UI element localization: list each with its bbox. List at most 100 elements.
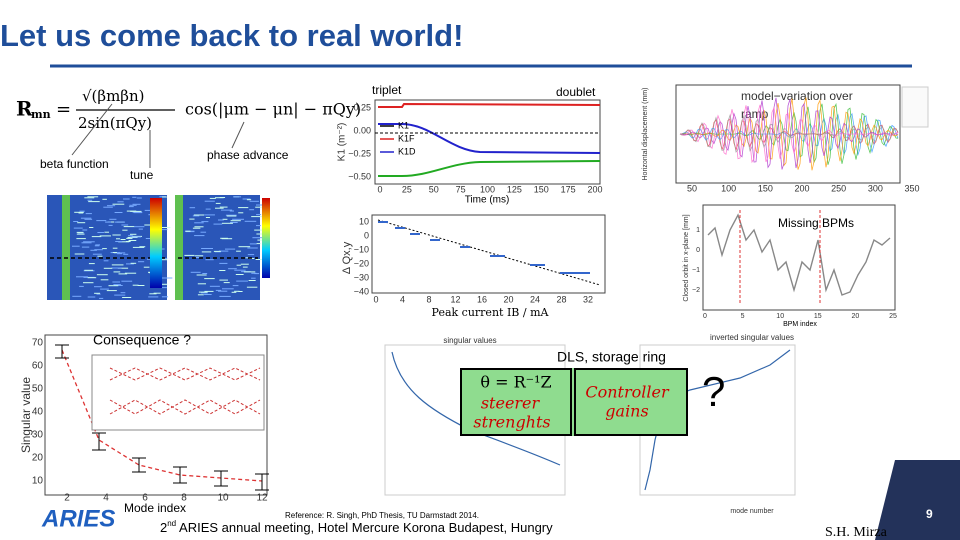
noise [121,280,133,282]
noise [120,239,126,240]
noise [161,296,169,298]
noise [114,294,126,296]
x-axis-label: Mode index [124,501,186,515]
noise [112,281,121,283]
noise [153,292,161,294]
noise [108,285,119,287]
noise [231,291,237,293]
noise [114,221,126,223]
noise [204,290,214,292]
noise [87,296,96,298]
noise [106,290,117,292]
x-tick-label: 32 [583,294,593,304]
x-tick-label: 0 [377,184,382,194]
noise [225,248,236,250]
noise [74,253,85,255]
ordinal: 2 [160,520,167,535]
noise [251,272,257,274]
noise [76,233,85,235]
noise [236,280,248,282]
noise [123,226,135,228]
noise [218,219,224,221]
noise [132,246,145,248]
noise [81,246,90,248]
curve [378,102,601,108]
noise [160,248,165,250]
box-controller-2: gains [605,402,648,421]
y-tick-label: 30 [32,430,44,441]
noise [242,266,248,268]
noise [228,268,237,270]
x-tick-label: 28 [556,294,566,304]
noise [249,209,255,211]
noise [148,296,159,298]
noise [113,271,121,273]
noise [122,297,132,298]
curve [378,160,601,177]
bpm-axes [702,204,896,311]
formula-lhs-sub: mn [31,108,51,121]
noise [204,294,212,295]
formula-eq: = [56,99,71,120]
sv-curve [61,349,263,482]
noise [215,202,221,204]
noise [108,224,113,226]
noise [196,274,207,276]
noise [236,250,241,252]
noise [223,282,230,284]
x-tick-label: 20 [503,294,513,304]
y-tick-label: −2 [692,287,700,294]
noise [94,245,100,247]
noise [205,259,214,261]
noise [84,218,93,220]
noise [126,263,134,265]
noise [128,240,137,241]
noise [195,257,201,258]
legend-label: K1F [398,133,415,143]
noise [78,212,84,214]
noise [87,196,99,198]
noise [215,207,224,209]
noise [74,211,84,213]
noise [225,214,237,216]
formula-cos: cos(|μm − μn| − πQy) [185,100,361,119]
box-steerer-2: strenghts [473,413,550,432]
x-tick-label: 12 [256,493,268,504]
noise [114,252,126,254]
noise [117,267,129,269]
x-tick-label: 200 [794,183,809,193]
noise [107,205,116,207]
y-tick-label: −20 [354,258,369,268]
inset [91,354,265,431]
noise [99,235,111,237]
noise [149,293,157,295]
noise [238,246,251,248]
fit-line [377,219,601,286]
noise [232,285,239,287]
heatmap-strip [175,195,183,300]
label-consequence: Consequence ? [93,332,191,348]
noise [84,269,94,271]
noise [114,212,123,213]
noise [99,297,104,299]
noise [226,215,237,217]
x-tick-label: 15 [814,313,822,320]
formula-lhs: R [16,97,33,121]
formula: R mn = √(βmβn) 2sin(πQy) cos(|μm − μn| −… [16,87,361,132]
noise [219,206,228,208]
x-axis-label: Time (ms) [465,195,510,206]
noise [109,218,117,220]
x-tick-label: 250 [831,183,846,193]
y-tick-label: 10 [32,476,44,487]
noise [111,267,122,269]
noise [235,274,244,275]
noise [229,210,235,212]
noise [256,214,262,216]
noise [89,227,94,228]
noise [251,216,263,218]
noise [234,269,246,271]
formula-denominator: 2sin(πQy) [78,114,152,132]
noise [87,199,93,201]
dls-left-title: singular values [443,336,496,345]
noise [256,225,261,227]
